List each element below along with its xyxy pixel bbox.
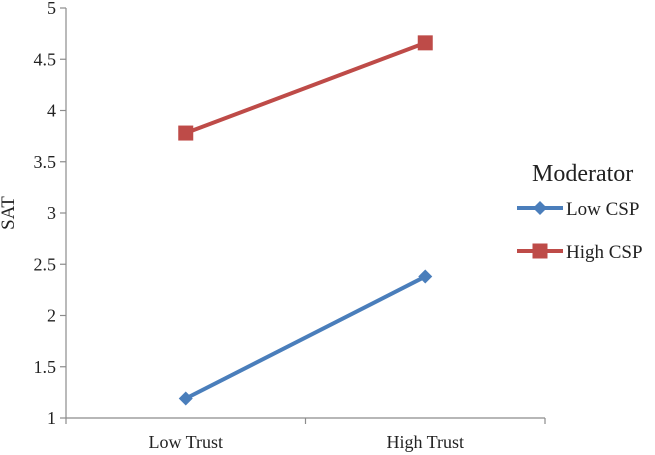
legend-item-low-csp: Low CSP [517, 199, 639, 220]
data-point-high-csp [178, 125, 194, 141]
data-point-low-csp [178, 391, 193, 406]
y-tick-label: 1 [47, 408, 56, 428]
x-axis-ticks: Low Trust High Trust [65, 418, 546, 452]
legend-swatch-marker [533, 201, 547, 215]
series-high-csp [178, 35, 433, 141]
y-tick-label: 3 [47, 203, 56, 223]
y-tick-label: 5 [47, 0, 56, 18]
legend-title: Moderator [532, 161, 633, 187]
x-tick-label: Low Trust [148, 432, 223, 452]
y-tick-label: 3.5 [34, 152, 57, 172]
data-point-high-csp [417, 35, 433, 51]
y-tick-label: 2 [47, 306, 56, 326]
y-tick-label: 2.5 [34, 254, 57, 274]
y-tick-label: 4 [47, 101, 56, 121]
legend-label: High CSP [566, 242, 643, 263]
legend-item-high-csp: High CSP [517, 242, 643, 263]
legend-label: Low CSP [566, 199, 639, 220]
legend: Moderator Low CSP High CSP [517, 161, 643, 263]
y-axis-title: SAT [0, 196, 19, 230]
data-point-low-csp [418, 269, 433, 284]
x-tick-label: High Trust [386, 432, 464, 452]
series-layer [178, 35, 433, 406]
axes [65, 8, 545, 419]
legend-swatch-marker [532, 243, 548, 259]
y-tick-label: 1.5 [34, 357, 57, 377]
series-line-low-csp [184, 274, 427, 401]
y-tick-label: 4.5 [34, 49, 57, 69]
y-axis-ticks: 1 1.5 2 2.5 3 3.5 4 4.5 5 [34, 0, 66, 428]
series-low-csp [178, 269, 433, 406]
series-line-high-csp [185, 40, 426, 135]
